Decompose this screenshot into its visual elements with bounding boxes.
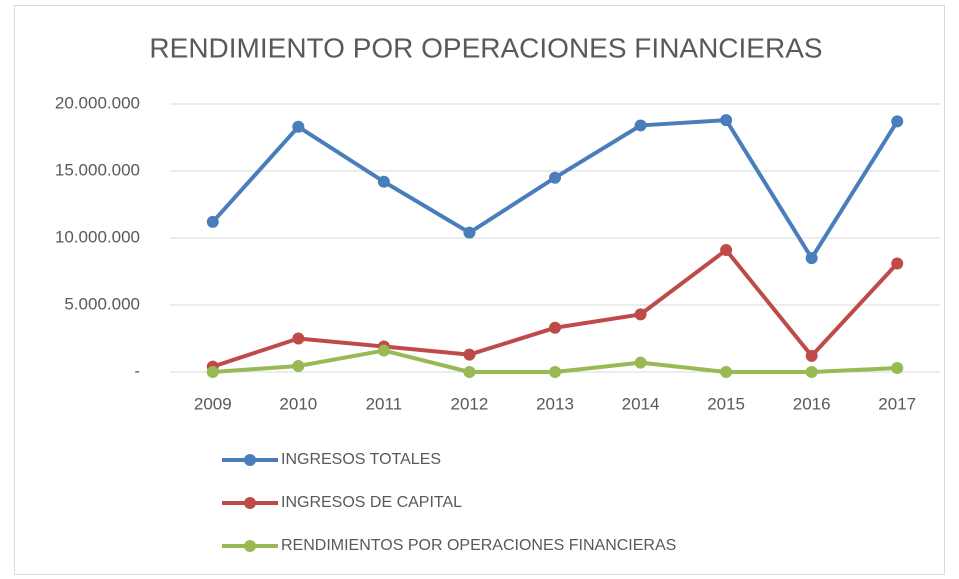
data-point	[463, 366, 476, 378]
data-point	[549, 171, 561, 184]
data-point	[292, 120, 305, 133]
chart-frame	[14, 5, 945, 575]
x-tick-label: 2015	[707, 394, 745, 413]
y-tick-label: -	[134, 361, 140, 380]
legend-label: RENDIMIENTOS POR OPERACIONES FINANCIERAS	[281, 537, 676, 554]
chart-title: RENDIMIENTO POR OPERACIONES FINANCIERAS	[149, 32, 822, 63]
x-tick-label: 2012	[451, 394, 489, 413]
y-tick-label: 20.000.000	[55, 93, 140, 112]
data-point	[720, 114, 733, 127]
data-point	[206, 366, 219, 378]
legend-marker	[244, 497, 256, 509]
data-point	[634, 308, 647, 321]
data-point	[549, 321, 561, 334]
y-tick-label: 10.000.000	[55, 227, 140, 246]
data-point	[377, 175, 390, 188]
legend-marker	[244, 454, 256, 466]
y-tick-label: 5.000.000	[64, 294, 140, 313]
legend-label: INGRESOS TOTALES	[281, 451, 441, 468]
data-point	[292, 359, 305, 372]
data-point	[805, 252, 818, 265]
data-point	[805, 366, 818, 378]
data-point	[891, 115, 904, 128]
data-point	[634, 119, 647, 132]
x-tick-label: 2014	[622, 394, 660, 413]
x-tick-label: 2010	[279, 394, 317, 413]
x-tick-label: 2009	[194, 394, 232, 413]
x-tick-label: 2017	[878, 394, 916, 413]
y-tick-label: 15.000.000	[55, 160, 140, 179]
data-point	[720, 366, 733, 378]
data-point	[463, 348, 476, 361]
data-point	[206, 215, 219, 228]
data-point	[377, 344, 390, 357]
x-tick-label: 2016	[793, 394, 831, 413]
data-point	[891, 257, 904, 270]
data-point	[634, 356, 647, 369]
x-tick-label: 2013	[536, 394, 574, 413]
data-point	[292, 332, 305, 345]
data-point	[720, 244, 733, 257]
data-point	[805, 349, 818, 362]
data-point	[891, 361, 904, 374]
legend-marker	[244, 540, 256, 552]
legend-label: INGRESOS DE CAPITAL	[281, 494, 462, 511]
data-point	[549, 366, 561, 378]
x-tick-label: 2011	[366, 394, 403, 413]
data-point	[463, 226, 476, 239]
